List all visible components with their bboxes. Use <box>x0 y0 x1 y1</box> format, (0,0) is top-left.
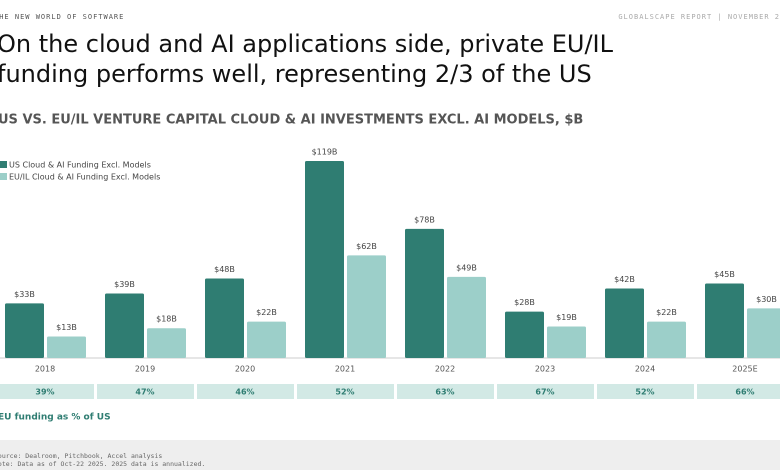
ratio-label: 66% <box>735 388 754 397</box>
x-tick-label: 2021 <box>335 365 355 374</box>
ratio-cell <box>197 384 294 399</box>
value-label: $18B <box>156 315 177 324</box>
value-label: $28B <box>514 298 535 307</box>
ratio-cell <box>0 384 94 399</box>
x-tick-label: 2025E <box>732 365 757 374</box>
bar <box>747 308 780 358</box>
ratio-cell <box>497 384 594 399</box>
bar <box>47 336 86 358</box>
legend-swatch <box>0 161 7 168</box>
value-label: $49B <box>456 263 477 272</box>
bar <box>305 161 344 358</box>
ratio-cell <box>597 384 694 399</box>
chart-title: On the cloud and AI applications side, p… <box>0 30 614 88</box>
x-tick-label: 2024 <box>635 365 655 374</box>
bar <box>605 288 644 358</box>
value-label: $48B <box>214 265 235 274</box>
legend-label: US Cloud & AI Funding Excl. Models <box>9 161 151 170</box>
ratio-label: 63% <box>435 388 454 397</box>
report-label: GLOBALSCAPE REPORT | NOVEMBER 2 <box>618 13 780 21</box>
value-label: $45B <box>714 270 735 279</box>
value-label: $22B <box>656 308 677 317</box>
footer-band <box>0 440 780 470</box>
kicker: THE NEW WORLD OF SOFTWARE <box>0 13 124 21</box>
chart-subtitle: US VS. EU/IL VENTURE CAPITAL CLOUD & AI … <box>0 113 583 128</box>
value-label: $78B <box>414 215 435 224</box>
value-label: $19B <box>556 313 577 322</box>
ratio-label: 67% <box>535 388 554 397</box>
bar <box>147 328 186 358</box>
value-label: $42B <box>614 275 635 284</box>
value-label: $22B <box>256 308 277 317</box>
ratio-label: EU funding as % of US <box>0 413 111 423</box>
bar <box>247 321 286 358</box>
value-label: $30B <box>756 295 777 304</box>
bar <box>5 303 44 358</box>
x-tick-label: 2022 <box>435 365 455 374</box>
bar <box>705 283 744 358</box>
bar <box>105 293 144 358</box>
ratio-cell <box>297 384 394 399</box>
bar <box>505 311 544 358</box>
ratio-label: 52% <box>635 388 654 397</box>
source: Source: Dealroom, Pitchbook, Accel analy… <box>0 452 162 460</box>
ratio-label: 52% <box>335 388 354 397</box>
legend-swatch <box>0 173 7 180</box>
bar <box>447 276 486 358</box>
value-label: $39B <box>114 280 135 289</box>
bar <box>647 321 686 358</box>
value-label: $119B <box>312 148 338 157</box>
bar <box>405 228 444 358</box>
ratio-cell <box>97 384 194 399</box>
x-tick-label: 2019 <box>135 365 155 374</box>
value-label: $62B <box>356 242 377 251</box>
value-label: $33B <box>14 290 35 299</box>
bar <box>205 278 244 358</box>
ratio-cell <box>397 384 494 399</box>
value-label: $13B <box>56 323 77 332</box>
ratio-label: 39% <box>35 388 54 397</box>
bar <box>547 326 586 358</box>
x-tick-label: 2018 <box>35 365 55 374</box>
x-tick-label: 2023 <box>535 365 555 374</box>
bar <box>347 255 386 358</box>
note: Note: Data as of Oct-22 2025. 2025 data … <box>0 460 205 468</box>
ratio-cell <box>697 384 780 399</box>
ratio-label: 47% <box>135 388 154 397</box>
legend-label: EU/IL Cloud & AI Funding Excl. Models <box>9 173 160 182</box>
ratio-label: 46% <box>235 388 254 397</box>
x-tick-label: 2020 <box>235 365 255 374</box>
